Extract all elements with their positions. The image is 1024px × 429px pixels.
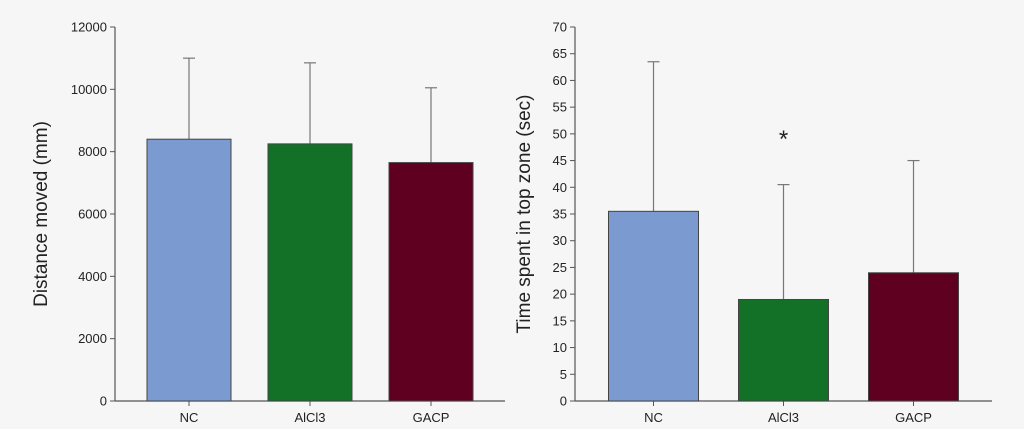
x-tick-label: NC	[644, 410, 663, 425]
x-tick-label: GACP	[413, 410, 450, 425]
y-tick-label: 70	[553, 20, 567, 35]
distance-moved-chart: Distance moved (mm) 0 2000 4000 6000 8000 100…	[31, 20, 505, 425]
bar-alcl3	[267, 143, 353, 402]
y-tick-label: 50	[553, 126, 567, 141]
y-tick-label: 25	[553, 260, 567, 275]
bar-gacp	[868, 272, 959, 402]
y-tick-label: 45	[553, 153, 567, 168]
y-tick-label: 10000	[71, 82, 107, 97]
x-tick-label: AlCl3	[294, 410, 325, 425]
y-tick-label: 0	[100, 394, 107, 409]
y-tick-label: 55	[553, 100, 567, 115]
x-tick-label: AlCl3	[768, 410, 799, 425]
significance-marker: *	[779, 126, 788, 153]
y-tick-label: 2000	[78, 331, 107, 346]
y-tick-label: 12000	[71, 20, 107, 35]
y-tick-label: 35	[553, 207, 567, 222]
y-tick-label: 0	[560, 394, 567, 409]
bar-gacp	[388, 162, 474, 402]
time-in-top-zone-chart: Time spent in top zone (sec) 0 5 10 15 20 25 3…	[514, 20, 992, 425]
y-tick-label: 4000	[78, 269, 107, 284]
y-tick-label: 30	[553, 233, 567, 248]
x-tick-label: GACP	[895, 410, 932, 425]
y-tick-label: 65	[553, 46, 567, 61]
y-tick-label: 8000	[78, 144, 107, 159]
bar-alcl3	[738, 298, 829, 402]
y-tick-label: 40	[553, 180, 567, 195]
bar-nc	[146, 138, 232, 402]
y-tick-label: 5	[560, 367, 567, 382]
y-tick-label: 6000	[78, 207, 107, 222]
y-tick-label: 15	[553, 313, 567, 328]
y-tick-label: 20	[553, 287, 567, 302]
chart-0-ylabel: Distance moved (mm)	[31, 121, 52, 307]
chart-1-ylabel: Time spent in top zone (sec)	[514, 94, 535, 333]
bar-nc	[608, 210, 699, 402]
x-tick-label: NC	[180, 410, 199, 425]
y-tick-label: 10	[553, 340, 567, 355]
y-tick-label: 60	[553, 73, 567, 88]
